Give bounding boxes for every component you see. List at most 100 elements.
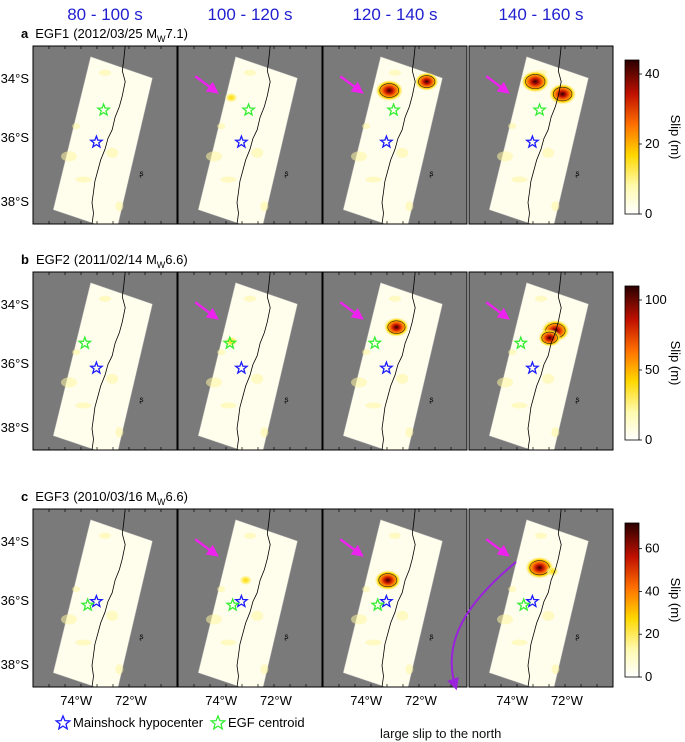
minor-slip-patch — [99, 532, 111, 539]
island-marker: ʂ — [140, 395, 144, 404]
minor-slip-patch — [217, 349, 226, 356]
colorbar-label: Slip (m) — [668, 341, 683, 386]
row-mag: 6.6) — [166, 489, 188, 504]
colorbar-tick-label: 40 — [645, 66, 659, 81]
panel-frame — [32, 271, 178, 451]
island-marker: ʂ — [140, 632, 144, 641]
column-title: 140 - 160 s — [498, 5, 583, 24]
latitude-label: 34°S — [1, 534, 30, 549]
hypocenter-star-icon — [233, 360, 249, 375]
egf-centroid-star-icon — [516, 597, 532, 612]
colorbar-tick-label: 60 — [645, 541, 659, 556]
legend-egf-label: EGF centroid — [228, 715, 305, 730]
hypocenter-star-icon — [524, 134, 540, 149]
slip-peak — [375, 79, 404, 102]
colorbar: 40 20 0 Slip (m) — [624, 59, 683, 221]
latitude-label: 38°S — [1, 420, 30, 435]
mainshock-star-icon — [54, 714, 72, 731]
minor-slip-patch — [206, 151, 222, 162]
large-slip-arrow — [447, 561, 517, 691]
map-panel: ʂ — [32, 45, 178, 225]
minor-slip-patch — [217, 123, 226, 130]
minor-slip-patch — [511, 176, 528, 183]
colorbar: 100 50 0 Slip (m) — [624, 285, 683, 447]
minor-slip-patch — [351, 151, 367, 162]
colorbar-tick-label: 20 — [645, 136, 659, 151]
egf-centroid-star-icon — [96, 102, 112, 117]
slip-contour — [387, 320, 406, 334]
island-marker: ʂ — [576, 169, 580, 178]
row-mag: 7.1) — [166, 26, 188, 41]
row-letter: b — [21, 252, 29, 267]
egf-centroid-star-icon — [532, 102, 548, 117]
slip-peak — [239, 575, 253, 586]
longitude-label: 74°W — [60, 693, 93, 708]
row-title: b EGF2 (2011/02/14 MW6.6) — [21, 252, 188, 270]
colorbars: 40 20 0 Slip (m) 100 50 0 Slip (m) 60 40 20 0 Slip (… — [624, 59, 683, 684]
colorbar-tick-label: 50 — [645, 362, 659, 377]
panel-frame — [322, 45, 468, 225]
panel-frame — [322, 271, 468, 451]
slip-contour — [541, 331, 558, 344]
map-panel: ʂ — [32, 508, 178, 688]
row-letter: a — [21, 26, 29, 41]
latitude-label: 38°S — [1, 657, 30, 672]
coastline — [236, 46, 271, 224]
minor-slip-patch — [396, 147, 409, 158]
map-panel: ʂ — [468, 45, 614, 225]
minor-slip-patch — [389, 295, 401, 302]
minor-slip-patch — [535, 532, 547, 539]
slip-arrow — [194, 301, 219, 320]
hypocenter-star-icon — [88, 134, 104, 149]
island-marker: ʂ — [430, 632, 434, 641]
minor-slip-patch — [220, 402, 237, 409]
slip-peak — [414, 72, 439, 91]
minor-slip-patch — [405, 427, 414, 438]
minor-slip-patch — [362, 123, 371, 130]
hypocenter-star-icon — [378, 134, 394, 149]
minor-slip-patch — [362, 349, 371, 356]
slip-arrow — [339, 538, 364, 557]
map-panel: ʂ — [468, 508, 614, 688]
minor-slip-patch — [75, 176, 92, 183]
column-titles: 80 - 100 s 100 - 120 s 120 - 140 s 140 - 16… — [67, 5, 583, 24]
minor-slip-patch — [61, 614, 77, 625]
minor-slip-patch — [72, 123, 81, 130]
colorbar-gradient — [624, 285, 640, 441]
legend-mainshock-label: Mainshock hypocenter — [73, 715, 204, 730]
legend: Mainshock hypocenter EGF centroid — [54, 714, 305, 731]
hypocenter-star-icon — [88, 593, 104, 608]
minor-slip-patch — [396, 610, 409, 621]
minor-slip-patch — [72, 349, 81, 356]
minor-slip-patch — [389, 69, 401, 76]
slip-arrow — [194, 538, 219, 557]
minor-slip-patch — [551, 427, 560, 438]
colorbar: 60 40 20 0 Slip (m) — [624, 522, 683, 684]
egf-centroid-star-icon — [370, 597, 386, 612]
panel-frame — [468, 508, 614, 688]
minor-slip-patch — [497, 614, 513, 625]
colorbar-tick-label: 0 — [645, 432, 652, 447]
colorbar-tick-label: 40 — [645, 583, 659, 598]
panel-frame — [177, 45, 323, 225]
minor-slip-patch — [106, 373, 119, 384]
map-panel: ʂ — [32, 271, 178, 451]
minor-slip-patch — [551, 664, 560, 675]
minor-slip-patch — [365, 176, 382, 183]
hypocenter-star-icon — [233, 134, 249, 149]
longitude-label: 74°W — [496, 693, 529, 708]
column-title: 100 - 120 s — [207, 5, 292, 24]
map-panel: ʂ — [177, 271, 323, 451]
egf-centroid-star-icon — [225, 597, 241, 612]
island-marker: ʂ — [576, 632, 580, 641]
map-panel: ʂ — [322, 508, 468, 688]
panel-frame — [32, 45, 178, 225]
row-title: a EGF1 (2012/03/25 MW7.1) — [21, 26, 188, 44]
map-panel: ʂ — [177, 45, 323, 225]
minor-slip-patch — [389, 532, 401, 539]
minor-slip-patch — [351, 614, 367, 625]
egf-star-icon — [209, 714, 227, 731]
longitude-label: 72°W — [551, 693, 584, 708]
minor-slip-patch — [497, 377, 513, 388]
large-slip-annotation: large slip to the north — [380, 726, 501, 741]
